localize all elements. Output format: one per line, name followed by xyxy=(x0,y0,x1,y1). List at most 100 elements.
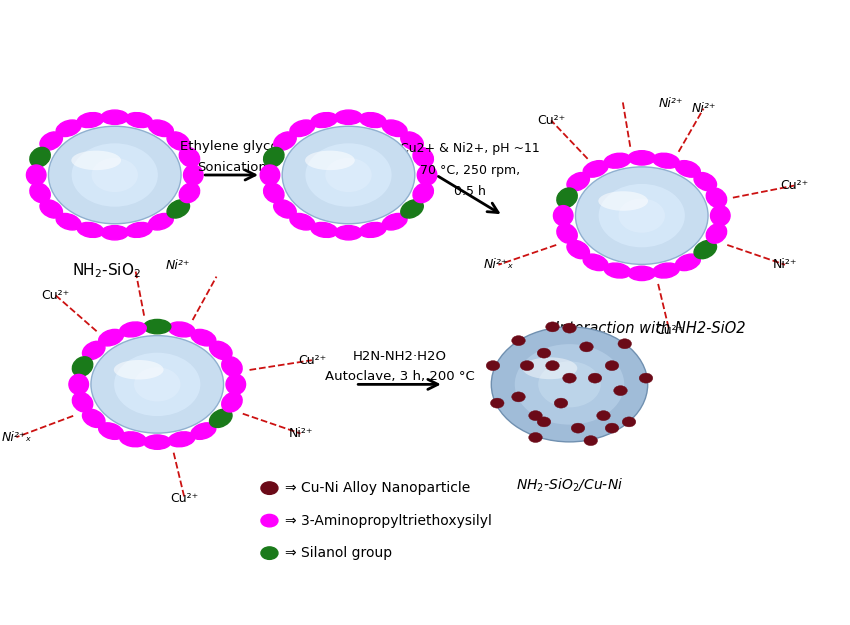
Ellipse shape xyxy=(605,361,619,371)
Ellipse shape xyxy=(311,222,337,238)
Ellipse shape xyxy=(628,266,655,281)
Ellipse shape xyxy=(706,188,727,208)
Ellipse shape xyxy=(69,374,88,394)
Ellipse shape xyxy=(101,110,128,124)
Ellipse shape xyxy=(598,191,648,211)
Ellipse shape xyxy=(401,200,423,218)
Ellipse shape xyxy=(653,153,679,168)
Ellipse shape xyxy=(120,432,146,447)
Text: Ni²⁺: Ni²⁺ xyxy=(659,97,683,110)
Text: ⇒ Silanol group: ⇒ Silanol group xyxy=(285,546,392,560)
Ellipse shape xyxy=(553,206,573,226)
Ellipse shape xyxy=(167,200,190,218)
Text: Sonication: Sonication xyxy=(196,161,267,174)
Ellipse shape xyxy=(546,361,559,371)
Text: Ethylene glycol: Ethylene glycol xyxy=(180,140,283,153)
Ellipse shape xyxy=(210,409,232,428)
Ellipse shape xyxy=(557,224,577,243)
Ellipse shape xyxy=(99,329,123,346)
Ellipse shape xyxy=(557,188,577,208)
Ellipse shape xyxy=(546,322,559,332)
Text: Ni²⁺: Ni²⁺ xyxy=(691,102,716,115)
Ellipse shape xyxy=(282,126,415,224)
Text: 0.5 h: 0.5 h xyxy=(454,186,485,199)
Ellipse shape xyxy=(261,514,278,527)
Ellipse shape xyxy=(120,322,146,337)
Ellipse shape xyxy=(222,392,242,412)
Ellipse shape xyxy=(191,329,216,346)
Ellipse shape xyxy=(676,254,700,271)
Text: Cu2+ & Ni2+, pH ~11: Cu2+ & Ni2+, pH ~11 xyxy=(400,142,540,155)
Ellipse shape xyxy=(563,373,576,383)
Ellipse shape xyxy=(575,167,708,264)
Ellipse shape xyxy=(126,112,152,128)
Ellipse shape xyxy=(261,482,278,494)
Text: ⇒ 3-Aminopropyltriethoxy​silyl: ⇒ 3-Aminopropyltriethoxy​silyl xyxy=(285,514,491,528)
Ellipse shape xyxy=(114,360,163,379)
Ellipse shape xyxy=(567,173,589,191)
Ellipse shape xyxy=(694,241,717,259)
Text: NH$_2$-SiO$_2$/Cu-Ni: NH$_2$-SiO$_2$/Cu-Ni xyxy=(516,476,623,494)
Ellipse shape xyxy=(149,214,173,230)
Ellipse shape xyxy=(261,547,278,559)
Ellipse shape xyxy=(523,357,577,379)
Ellipse shape xyxy=(274,200,296,218)
Text: Ni²⁺ₓ: Ni²⁺ₓ xyxy=(2,431,31,444)
Ellipse shape xyxy=(537,417,551,427)
Ellipse shape xyxy=(360,222,386,238)
Ellipse shape xyxy=(491,327,648,442)
Ellipse shape xyxy=(597,411,610,421)
Ellipse shape xyxy=(676,161,700,177)
Ellipse shape xyxy=(210,341,232,359)
Ellipse shape xyxy=(144,319,171,334)
Ellipse shape xyxy=(335,226,362,240)
Ellipse shape xyxy=(512,392,525,402)
Ellipse shape xyxy=(290,120,314,136)
Ellipse shape xyxy=(486,361,500,371)
Ellipse shape xyxy=(584,436,598,446)
Ellipse shape xyxy=(706,224,727,243)
Ellipse shape xyxy=(417,165,437,185)
Ellipse shape xyxy=(149,120,173,136)
Ellipse shape xyxy=(226,374,246,394)
Ellipse shape xyxy=(563,323,576,333)
Text: Cu²⁺: Cu²⁺ xyxy=(171,492,199,506)
Text: Cu²⁺: Cu²⁺ xyxy=(42,289,70,302)
Ellipse shape xyxy=(99,423,123,439)
Text: ⇒ Cu-Ni Alloy Nanoparticle: ⇒ Cu-Ni Alloy Nanoparticle xyxy=(285,481,470,495)
Ellipse shape xyxy=(77,222,104,238)
Text: Ni²⁺: Ni²⁺ xyxy=(773,258,797,271)
Text: Cu²⁺: Cu²⁺ xyxy=(298,354,326,367)
Ellipse shape xyxy=(694,173,717,191)
Text: Ni²⁺: Ni²⁺ xyxy=(165,259,190,272)
Ellipse shape xyxy=(360,112,386,128)
Ellipse shape xyxy=(92,158,138,192)
Text: Cu²⁺: Cu²⁺ xyxy=(537,114,565,127)
Ellipse shape xyxy=(114,352,201,416)
Ellipse shape xyxy=(184,165,203,185)
Ellipse shape xyxy=(490,398,504,408)
Ellipse shape xyxy=(605,423,619,433)
Ellipse shape xyxy=(222,357,242,376)
Ellipse shape xyxy=(537,348,551,358)
Ellipse shape xyxy=(274,132,296,150)
Ellipse shape xyxy=(30,183,50,203)
Ellipse shape xyxy=(401,132,423,150)
Ellipse shape xyxy=(538,361,601,408)
Ellipse shape xyxy=(26,165,46,185)
Ellipse shape xyxy=(71,143,158,207)
Ellipse shape xyxy=(126,222,152,238)
Ellipse shape xyxy=(260,165,280,185)
Ellipse shape xyxy=(311,112,337,128)
Ellipse shape xyxy=(413,183,434,203)
Ellipse shape xyxy=(413,148,434,167)
Text: Interaction with NH2-SiO2: Interaction with NH2-SiO2 xyxy=(555,321,745,336)
Ellipse shape xyxy=(30,148,50,167)
Ellipse shape xyxy=(382,120,407,136)
Ellipse shape xyxy=(583,161,608,177)
Ellipse shape xyxy=(144,435,171,449)
Ellipse shape xyxy=(588,373,602,383)
Ellipse shape xyxy=(604,263,631,278)
Ellipse shape xyxy=(604,153,631,168)
Text: 70 °C, 250 rpm,: 70 °C, 250 rpm, xyxy=(420,164,519,176)
